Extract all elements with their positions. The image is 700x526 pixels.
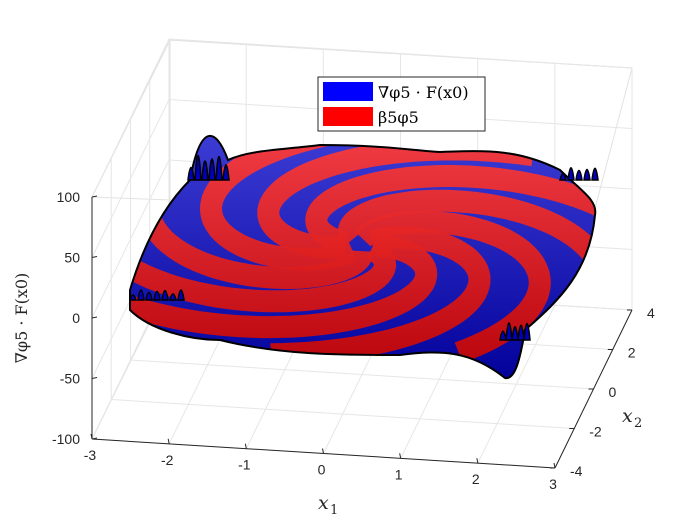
- y-tick-label: 0: [609, 384, 617, 400]
- surface-spike: [201, 160, 209, 181]
- y-axis-ticks: -4 -2 0 2 4: [550, 305, 655, 479]
- x-tick-mark: [476, 458, 479, 464]
- surface-spike: [523, 322, 531, 341]
- legend-swatch-blue: [323, 82, 373, 101]
- z-tick-label: 100: [57, 189, 81, 205]
- svg-text:x: x: [318, 492, 329, 514]
- surface-spike: [222, 164, 230, 181]
- surface-spike: [153, 290, 161, 301]
- svg-text:x: x: [622, 405, 633, 427]
- surface-spike: [583, 168, 591, 181]
- y-tick-label: 2: [628, 345, 636, 361]
- x-tick-label: 3: [549, 476, 557, 492]
- surface-spike: [187, 166, 195, 181]
- z-axis-ticks: -100 -50 0 50 100: [52, 189, 98, 447]
- surface-spike: [567, 166, 575, 181]
- legend: ∇φ5 · F(x0) β5φ5: [317, 76, 486, 132]
- surface-spike: [169, 293, 177, 301]
- y-tick-label: 4: [647, 305, 655, 321]
- x-tick-label: 1: [395, 466, 403, 482]
- x-tick-label: -1: [238, 457, 251, 473]
- x-tick-mark: [90, 433, 93, 440]
- surface-spike: [194, 155, 202, 181]
- z-tick-mark: [91, 377, 98, 379]
- surface-spike: [161, 289, 169, 301]
- z-tick-mark: [91, 437, 98, 440]
- x-tick-mark: [322, 448, 324, 454]
- y-tick-label: -2: [589, 424, 602, 440]
- x-tick-label: 0: [318, 462, 326, 478]
- surface-spike: [137, 289, 145, 301]
- z-tick-label: -100: [52, 431, 80, 447]
- legend-entry-2: β5φ5: [378, 108, 419, 127]
- x-tick-mark: [553, 462, 556, 469]
- x-tick-label: -2: [161, 452, 174, 468]
- x-axis-label: x 1: [318, 492, 338, 518]
- z-tick-mark: [91, 256, 98, 258]
- x-tick-mark: [167, 438, 170, 444]
- z-tick-mark: [91, 316, 98, 319]
- svg-text:2: 2: [634, 416, 642, 431]
- x-tick-label: -3: [84, 447, 97, 463]
- surface-spike: [177, 289, 185, 301]
- x-axis-ticks: -3 -2 -1 0 1 2 3: [84, 433, 557, 492]
- surface-spike: [591, 167, 599, 181]
- z-axis-label: ∇φ5 · F(x0): [12, 273, 31, 364]
- grid-line: [130, 359, 594, 390]
- surface-spike: [145, 291, 153, 301]
- x-tick-mark: [244, 443, 247, 449]
- surface-spike: [575, 169, 583, 181]
- surface-spike: [559, 173, 567, 181]
- z-tick-mark: [91, 195, 98, 198]
- svg-text:1: 1: [330, 503, 338, 518]
- surface-spike: [128, 294, 138, 301]
- z-tick-label: -50: [60, 371, 80, 387]
- z-tick-label: 0: [72, 310, 80, 326]
- y-axis-label: x 2: [622, 405, 642, 431]
- y-tick-label: -4: [570, 463, 583, 479]
- grid-line: [91, 38, 633, 198]
- grid-line: [111, 399, 575, 429]
- x-tick-mark: [399, 453, 402, 459]
- legend-swatch-red: [323, 107, 373, 126]
- surface-spike: [215, 155, 223, 181]
- z-tick-label: 50: [64, 250, 80, 266]
- surface-spike: [208, 158, 216, 181]
- legend-entry-1: ∇φ5 · F(x0): [378, 83, 469, 102]
- x-tick-label: 2: [472, 471, 480, 487]
